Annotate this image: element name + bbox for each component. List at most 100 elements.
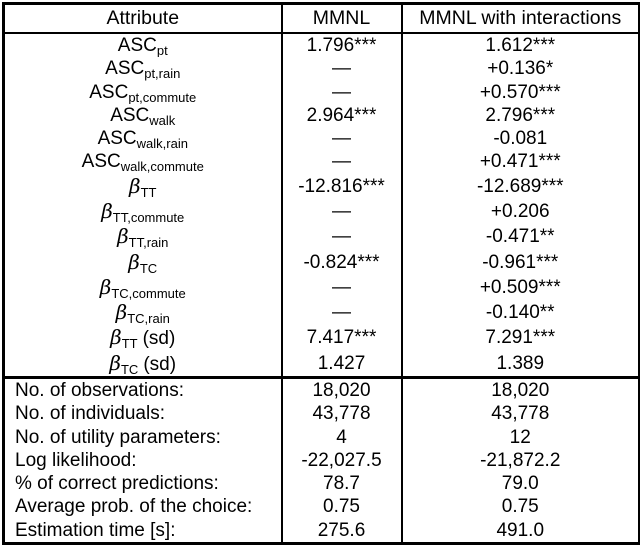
parameter-subscript: TT [140, 184, 157, 199]
statistic-row: Average prob. of the choice: 0.75 0.75 [4, 495, 640, 519]
mmnl-interactions-value-cell: 2.796*** [400, 103, 640, 128]
parameter-base: β [128, 249, 140, 274]
statistic-label-cell: No. of utility parameters: [15, 426, 221, 448]
mmnl-value-cell: 1.796*** [280, 33, 402, 58]
mmnl-value-cell: -22,027.5 [280, 448, 402, 473]
parameter-name-cell: βTC (sd) [4, 351, 282, 378]
statistic-label-cell: % of correct predictions: [15, 473, 219, 495]
mmnl-interactions-value-cell: -0.140** [400, 300, 640, 326]
parameter-base: β [109, 350, 121, 375]
statistic-label-cell: Log likelihood: [15, 449, 137, 471]
parameter-row: βTT -12.816*** -12.689*** [4, 173, 640, 199]
mmnl-interactions-value-cell: 1.389 [400, 350, 640, 378]
statistic-row: No. of utility parameters: 4 12 [4, 425, 640, 449]
mmnl-interactions-value-cell: +0.570*** [400, 80, 640, 104]
parameter-row: ASCpt,rain — +0.136* [4, 57, 640, 81]
parameter-row: ASCwalk,commute — +0.471*** [4, 150, 640, 174]
mmnl-value-cell: -12.816*** [280, 173, 402, 199]
mmnl-value-cell: — [280, 198, 402, 225]
parameter-row: βTC,rain — -0.140** [4, 300, 640, 326]
parameter-base: β [117, 224, 129, 249]
mmnl-value-cell: 0.75 [280, 495, 402, 519]
parameter-subscript: pt [156, 43, 168, 58]
parameter-name-cell: ASCpt [4, 33, 282, 57]
mmnl-interactions-value-cell: +0.136* [400, 57, 640, 81]
parameter-name-cell: ASCpt,rain [4, 57, 282, 80]
mmnl-value-cell: — [280, 300, 402, 326]
mmnl-interactions-value-cell: -0.961*** [400, 249, 640, 275]
mmnl-interactions-value-cell: 79.0 [400, 472, 640, 496]
mmnl-value-cell: — [280, 127, 402, 151]
parameter-name-cell: βTT [4, 174, 282, 199]
mmnl-interactions-value-cell: 18,020 [400, 376, 640, 403]
mmnl-value-cell: — [280, 80, 402, 104]
col-header-attribute: Attribute [3, 3, 282, 34]
mmnl-value-cell: — [280, 57, 402, 81]
parameter-name-cell: ASCwalk,commute [4, 150, 282, 173]
statistic-row: Log likelihood: -22,027.5 -21,872.2 [4, 448, 640, 473]
parameter-row: βTT,commute — +0.206 [4, 198, 640, 225]
mmnl-interactions-value-cell: +0.471*** [400, 150, 640, 174]
mmnl-interactions-value-cell: 491.0 [400, 518, 640, 544]
mmnl-interactions-value-cell: -0.471** [400, 224, 640, 250]
statistic-label-cell: No. of individuals: [15, 403, 165, 425]
mmnl-value-cell: 78.7 [280, 472, 402, 496]
parameter-base: β [101, 198, 113, 223]
parameter-base: ASC [105, 58, 145, 80]
parameters-section: ASCpt 1.796*** 1.612*** ASCpt,rain — +0.136* A… [4, 33, 640, 378]
parameter-name-cell: ASCwalk,rain [4, 127, 282, 150]
parameter-subscript: pt,commute [128, 89, 197, 104]
parameter-subscript: TT,rain [128, 235, 169, 250]
header-row: Attribute MMNL MMNL with interactions [3, 3, 640, 34]
parameter-row: βTT (sd) 7.417*** 7.291*** [4, 325, 640, 351]
statistic-label-cell: Estimation time [s]: [15, 519, 176, 541]
parameter-row: ASCwalk,rain — -0.081 [4, 127, 640, 151]
statistic-row: % of correct predictions: 78.7 79.0 [4, 472, 640, 496]
parameter-suffix: (sd) [142, 328, 176, 350]
parameter-base: ASC [89, 81, 129, 103]
parameter-subscript: walk,rain [136, 136, 188, 151]
mmnl-value-cell: 275.6 [280, 518, 402, 544]
mmnl-value-cell: — [280, 224, 402, 250]
parameter-row: βTC (sd) 1.427 1.389 [4, 350, 640, 378]
mmnl-interactions-value-cell: 12 [400, 425, 640, 449]
parameter-subscript: pt,rain [144, 66, 181, 81]
mmnl-value-cell: 7.417*** [280, 325, 402, 351]
mmnl-interactions-value-cell: -0.081 [400, 127, 640, 151]
mmnl-value-cell: 43,778 [280, 402, 402, 426]
mmnl-interactions-value-cell: -12.689*** [400, 173, 640, 199]
table-header: Attribute MMNL MMNL with interactions [3, 3, 640, 34]
parameter-subscript: walk,commute [120, 159, 204, 174]
parameter-row: βTT,rain — -0.471** [4, 224, 640, 250]
mmnl-value-cell: 4 [280, 425, 402, 449]
mmnl-value-cell: — [280, 274, 402, 301]
parameter-base: β [115, 300, 128, 325]
mmnl-value-cell: -0.824*** [280, 249, 402, 275]
statistic-row: No. of observations: 18,020 18,020 [3, 376, 640, 403]
parameter-subscript: TC [120, 361, 139, 377]
parameter-base: ASC [110, 104, 150, 126]
mmnl-interactions-value-cell: 1.612*** [400, 33, 640, 58]
mmnl-interactions-value-cell: +0.509*** [400, 274, 640, 301]
parameter-row: ASCwalk 2.964*** 2.796*** [4, 103, 640, 128]
parameter-base: ASC [97, 128, 137, 150]
parameter-row: βTC -0.824*** -0.961*** [4, 249, 640, 275]
parameter-row: ASCpt 1.796*** 1.612*** [4, 33, 640, 58]
mmnl-interactions-value-cell: 0.75 [400, 495, 640, 519]
mmnl-interactions-value-cell: +0.206 [400, 198, 640, 225]
parameter-name-cell: βTC,commute [4, 275, 282, 300]
statistic-row: No. of individuals: 43,778 43,778 [4, 402, 640, 426]
statistic-label-cell: No. of observations: [3, 376, 282, 403]
mmnl-interactions-value-cell: 43,778 [400, 402, 640, 426]
parameter-base: β [110, 325, 122, 350]
parameter-suffix: (sd) [143, 353, 177, 375]
parameter-subscript: TT,commute [112, 209, 185, 225]
parameter-subscript: TC,rain [127, 311, 170, 326]
parameter-row: βTC,commute — +0.509*** [4, 274, 640, 301]
parameter-base: β [99, 274, 112, 299]
statistic-label-cell: Average prob. of the choice: [15, 496, 253, 518]
parameter-subscript: TC,commute [111, 285, 186, 301]
parameter-base: β [129, 173, 141, 198]
